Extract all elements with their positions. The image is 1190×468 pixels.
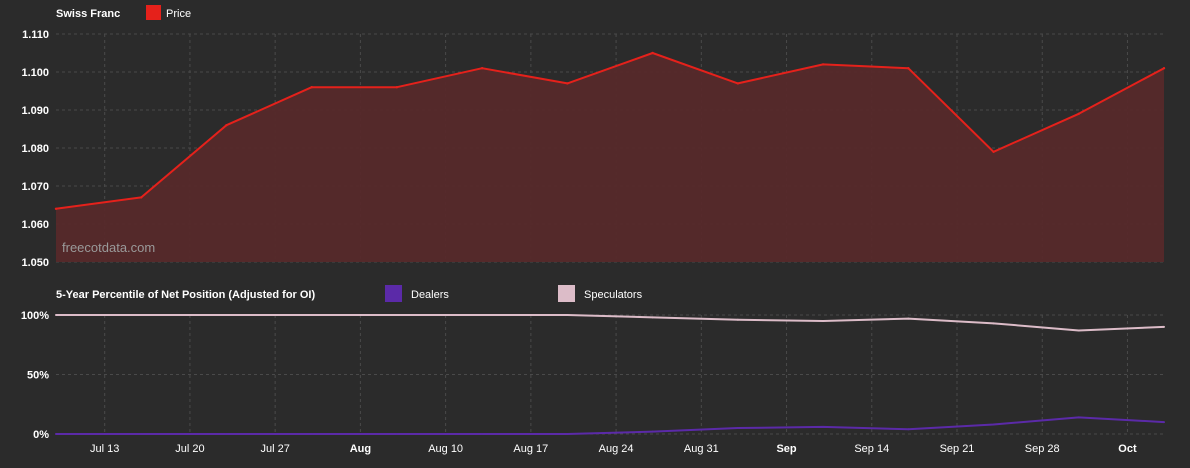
price-legend-label[interactable]: Price [166,8,191,20]
price-y-tick-label: 1.100 [21,67,49,79]
speculators-point [1163,325,1165,328]
watermark: freecotdata.com [62,240,155,255]
x-tick-label: Sep 14 [854,443,889,455]
price-point [480,67,484,70]
dealers-point [736,427,739,430]
speculators-point [992,322,995,325]
price-legend-swatch[interactable] [146,5,161,20]
price-point [310,86,313,89]
price-panel-title: Swiss Franc [56,8,120,20]
dealers-point [225,433,228,435]
price-point [225,124,228,127]
percentile-y-tick-label: 0% [33,429,49,441]
price-point [1077,112,1080,116]
dealers-point [310,433,313,435]
speculators-point [822,319,825,322]
price-point [651,51,654,55]
dealers-point [992,423,995,426]
speculators-line [56,314,1165,332]
speculators-point [736,318,739,321]
price-point [907,67,910,70]
percentile-grid [56,314,1164,435]
price-point [566,82,569,85]
price-point [140,196,143,199]
dealers-point [140,433,143,435]
price-y-axis: 1.050 1.060 1.070 1.080 1.090 1.100 1.110 [21,29,49,269]
price-point [736,82,740,85]
x-tick-label: Aug [350,443,371,455]
price-point [821,63,825,66]
dealers-point [1163,421,1165,424]
x-tick-label: Jul 13 [90,443,119,455]
percentile-panel-title: 5-Year Percentile of Net Position (Adjus… [56,289,315,301]
speculators-point [310,314,313,316]
price-point [54,207,58,210]
price-line [55,52,1165,210]
percentile-y-tick-label: 100% [21,310,49,322]
dealers-point [55,433,57,435]
x-tick-label: Oct [1118,443,1137,455]
x-tick-label: Aug 31 [684,443,719,455]
speculators-point [481,314,484,316]
x-tick-label: Jul 20 [175,443,204,455]
percentile-y-tick-label: 50% [27,370,49,382]
speculators-legend-label[interactable]: Speculators [584,289,643,301]
price-point [395,86,399,89]
speculators-point [907,317,910,320]
price-y-tick-label: 1.090 [21,105,49,117]
speculators-point [140,314,143,316]
price-y-tick-label: 1.070 [21,181,49,193]
dealers-legend-label[interactable]: Dealers [411,289,449,301]
dealers-legend-swatch[interactable] [385,285,402,302]
x-tick-label: Sep 28 [1025,443,1060,455]
price-y-tick-label: 1.060 [21,219,49,231]
dealers-point [822,425,825,428]
price-point [1162,67,1166,70]
speculators-legend-swatch[interactable] [558,285,575,302]
price-point [992,150,995,153]
dealers-point [481,433,484,435]
speculators-point [1077,329,1080,332]
price-y-tick-label: 1.080 [21,143,49,155]
speculators-point [55,314,57,316]
dealers-point [395,433,398,435]
dealers-point [1077,416,1080,419]
price-y-tick-label: 1.050 [21,257,49,269]
price-area [56,53,1164,262]
price-series [54,51,1166,262]
dealers-point [907,428,910,431]
speculators-point [566,314,569,316]
dealers-point [651,430,654,433]
speculators-point [395,314,398,316]
x-tick-label: Sep [776,443,796,455]
dealers-point [566,433,569,435]
x-tick-label: Sep 21 [940,443,975,455]
x-tick-label: Aug 24 [599,443,634,455]
x-tick-label: Jul 27 [260,443,289,455]
x-tick-label: Aug 17 [513,443,548,455]
x-axis: Jul 13 Jul 20 Jul 27 Aug Aug 10 Aug 17 Aug 24 A… [90,443,1137,455]
speculators-point [651,316,654,319]
percentile-series [55,314,1165,435]
price-y-tick-label: 1.110 [22,29,49,41]
percentile-y-axis: 0% 50% 100% [21,310,49,441]
dealers-line [56,416,1165,435]
speculators-point [225,314,228,316]
x-tick-label: Aug 10 [428,443,463,455]
